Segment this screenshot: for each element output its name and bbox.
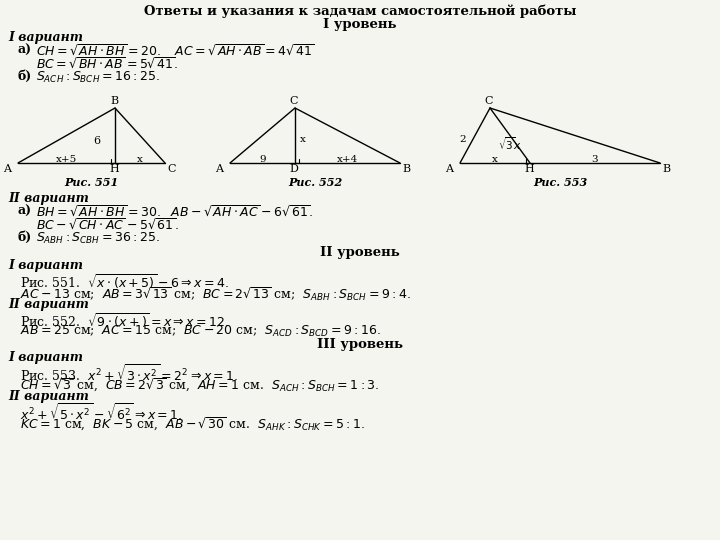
Text: $AB = 25$ см;  $AC = 15$ см;  $BC - 20$ см;  $S_{ACD} : S_{BCD} = 9 : 16.$: $AB = 25$ см; $AC = 15$ см; $BC - 20$ см… (20, 324, 381, 339)
Text: $CH = \sqrt{3}$ см,  $CB = 2\sqrt{3}$ см,  $AH = 1$ см.  $S_{ACH} : S_{BCH} = 1 : $CH = \sqrt{3}$ см, $CB = 2\sqrt{3}$ см,… (20, 377, 379, 394)
Text: I уровень: I уровень (323, 18, 397, 31)
Text: б): б) (18, 70, 32, 83)
Text: а): а) (18, 205, 32, 218)
Text: I вариант: I вариант (8, 351, 83, 364)
Text: 3: 3 (592, 155, 598, 164)
Text: $S_{ABH} : S_{CBH} = 36 : 25.$: $S_{ABH} : S_{CBH} = 36 : 25.$ (36, 231, 160, 246)
Text: H: H (109, 164, 119, 174)
Text: Рис. 553: Рис. 553 (533, 177, 587, 188)
Text: $CH = \sqrt{AH \cdot BH} = 20.$   $AC = \sqrt{AH \cdot AB} = 4\sqrt{41}$: $CH = \sqrt{AH \cdot BH} = 20.$ $AC = \s… (36, 44, 315, 59)
Text: $KC = 1$ см,  $BK - 5$ см,  $AB - \sqrt{30}$ см.  $S_{AHK} : S_{CHK} = 5 : 1.$: $KC = 1$ см, $BK - 5$ см, $AB - \sqrt{30… (20, 416, 365, 433)
Text: B: B (110, 96, 118, 106)
Text: $BH = \sqrt{AH \cdot BH} = 30.$  $AB - \sqrt{AH \cdot AC} - 6\sqrt{61}.$: $BH = \sqrt{AH \cdot BH} = 30.$ $AB - \s… (36, 205, 313, 220)
Text: $AC - 13$ см;  $AB = 3\sqrt{13}$ см;  $BC = 2\sqrt{13}$ см;  $S_{ABH} : S_{BCH} : $AC - 13$ см; $AB = 3\sqrt{13}$ см; $BC … (20, 285, 410, 303)
Text: $S_{ACH} : S_{BCH} = 16 : 25.$: $S_{ACH} : S_{BCH} = 16 : 25.$ (36, 70, 160, 85)
Text: B: B (662, 164, 670, 174)
Text: Рис. 551.  $\sqrt{x \cdot (x+5)} - 6 \Rightarrow x = 4.$: Рис. 551. $\sqrt{x \cdot (x+5)} - 6 \Rig… (20, 272, 229, 291)
Text: x: x (492, 155, 498, 164)
Text: III уровень: III уровень (317, 338, 403, 351)
Text: Рис. 552.  $\sqrt{9 \cdot (x+)} = x \Rightarrow x = 12.$: Рис. 552. $\sqrt{9 \cdot (x+)} = x \Righ… (20, 311, 229, 330)
Text: б): б) (18, 231, 32, 244)
Text: $\sqrt{3}x$: $\sqrt{3}x$ (498, 136, 522, 152)
Text: Рис. 551: Рис. 551 (64, 177, 119, 188)
Text: A: A (445, 164, 453, 174)
Text: II вариант: II вариант (8, 298, 89, 311)
Text: $x^2 + \sqrt{5 \cdot x^2} - \sqrt{6^2} \Rightarrow x = 1.$: $x^2 + \sqrt{5 \cdot x^2} - \sqrt{6^2} \… (20, 403, 182, 424)
Text: Рис. 552: Рис. 552 (288, 177, 342, 188)
Text: I вариант: I вариант (8, 259, 83, 272)
Text: C: C (167, 164, 176, 174)
Text: $BC - \sqrt{CH \cdot AC} - 5\sqrt{61}.$: $BC - \sqrt{CH \cdot AC} - 5\sqrt{61}.$ (36, 218, 179, 233)
Text: 6: 6 (94, 136, 101, 145)
Text: A: A (215, 164, 223, 174)
Text: H: H (524, 164, 534, 174)
Text: II уровень: II уровень (320, 246, 400, 259)
Text: x+5: x+5 (56, 155, 77, 164)
Text: I вариант: I вариант (8, 31, 83, 44)
Text: x+4: x+4 (337, 155, 358, 164)
Text: C: C (485, 96, 493, 106)
Text: D: D (289, 164, 298, 174)
Text: II вариант: II вариант (8, 192, 89, 205)
Text: x: x (137, 155, 143, 164)
Text: x: x (300, 136, 306, 145)
Text: C: C (289, 96, 298, 106)
Text: A: A (3, 164, 11, 174)
Text: Рис. 553.  $x^2 + \sqrt{3 \cdot x^2} = 2^2 \Rightarrow x = 1.$: Рис. 553. $x^2 + \sqrt{3 \cdot x^2} = 2^… (20, 364, 238, 385)
Text: 9: 9 (259, 155, 266, 164)
Text: $BC = \sqrt{BH \cdot AB} = 5\sqrt{41}.$: $BC = \sqrt{BH \cdot AB} = 5\sqrt{41}.$ (36, 57, 179, 72)
Text: B: B (402, 164, 410, 174)
Text: 2: 2 (459, 136, 467, 145)
Text: II вариант: II вариант (8, 390, 89, 403)
Text: а): а) (18, 44, 32, 57)
Text: Ответы и указания к задачам самостоятельной работы: Ответы и указания к задачам самостоятель… (144, 5, 576, 18)
